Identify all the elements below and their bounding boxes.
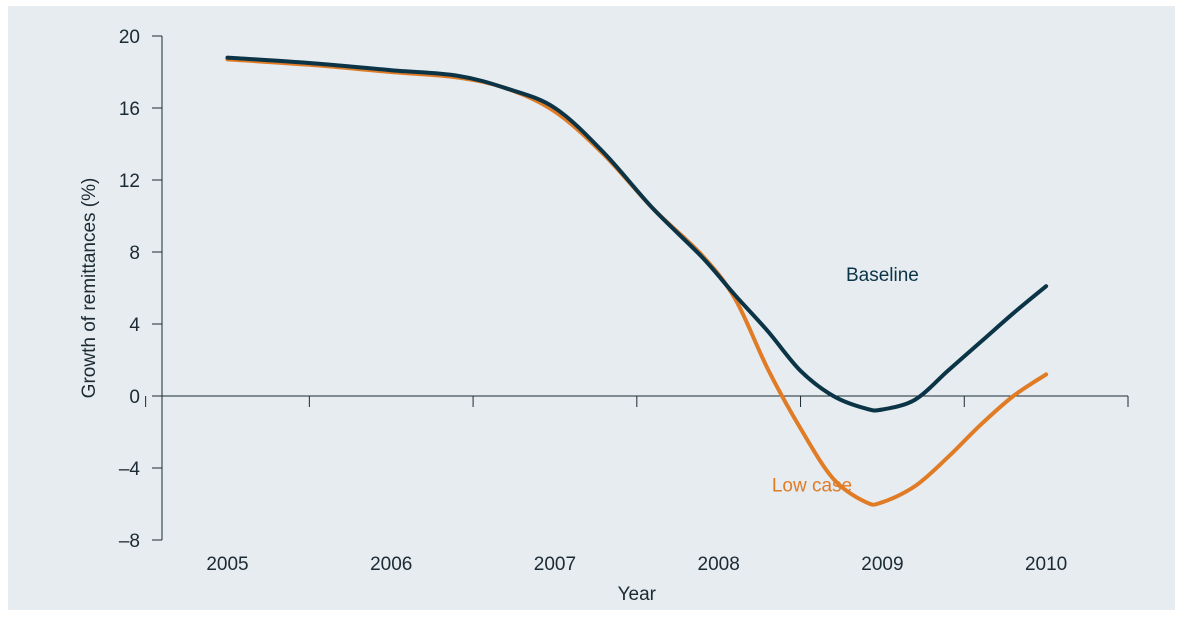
y-tick-label: –8 [119, 531, 140, 552]
y-tick-label: 0 [129, 387, 140, 408]
series-label-low-case: Low case [772, 475, 852, 496]
y-tick-label: 16 [119, 99, 140, 120]
series-line-low-case [225, 57, 1049, 507]
x-axis-title: Year [618, 584, 657, 605]
axes: –8 –4 0 4 8 12 16 20 2005 2006 2007 2008 2009 2010 [119, 27, 1129, 575]
x-tick-label: 2008 [698, 554, 740, 575]
x-tick-label: 2010 [1025, 554, 1067, 575]
chart-panel [8, 6, 1175, 610]
series-layer [225, 55, 1049, 507]
x-tick-label: 2009 [861, 554, 903, 575]
y-tick-label: 8 [129, 243, 140, 264]
y-tick-label: 12 [119, 171, 140, 192]
x-tick-label: 2006 [370, 554, 412, 575]
y-axis-title: Growth of remittances (%) [79, 178, 100, 399]
x-tick-label: 2007 [534, 554, 576, 575]
series-label-baseline: Baseline [846, 265, 919, 286]
y-tick-label: –4 [119, 459, 141, 480]
series-line-baseline [225, 55, 1049, 413]
x-tick-label: 2005 [206, 554, 248, 575]
y-tick-label: 4 [129, 315, 140, 336]
labels-layer: Baseline Low case [772, 265, 919, 497]
y-tick-label: 20 [119, 27, 140, 48]
